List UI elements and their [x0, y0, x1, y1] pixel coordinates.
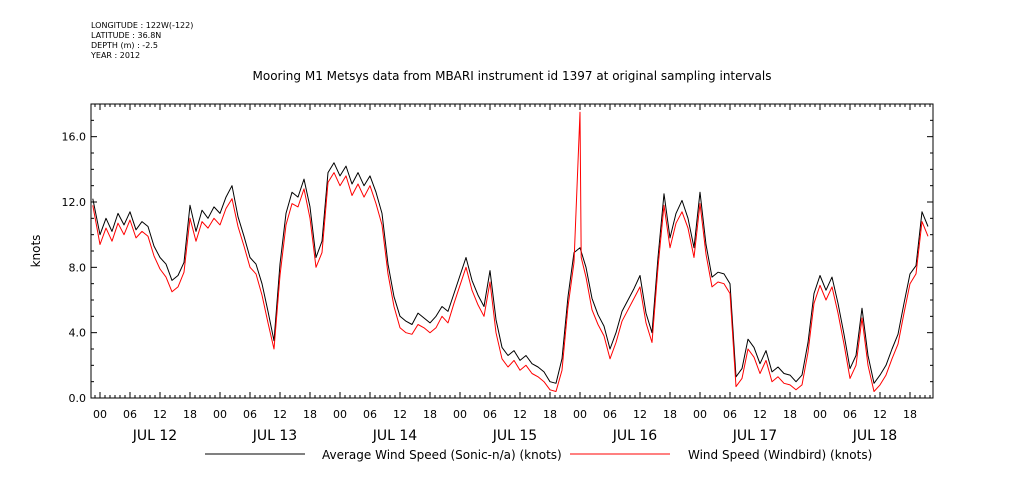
longitude-label: LONGITUDE : 122W(-122)	[91, 21, 194, 30]
y-tick-label: 16.0	[62, 131, 87, 144]
x-hour-label: 18	[543, 408, 557, 421]
x-hour-label: 06	[363, 408, 377, 421]
legend-label-0: Average Wind Speed (Sonic-n/a) (knots)	[322, 448, 562, 462]
y-tick-labels: 0.0 4.0 8.0 12.0 16.0	[62, 131, 87, 405]
x-hour-label: 12	[873, 408, 887, 421]
x-hour-label: 12	[513, 408, 527, 421]
x-hour-label: 12	[273, 408, 287, 421]
x-hour-label: 00	[93, 408, 107, 421]
legend-label-1: Wind Speed (Windbird) (knots)	[688, 448, 872, 462]
chart-title: Mooring M1 Metsys data from MBARI instru…	[253, 69, 772, 83]
x-hour-label: 18	[183, 408, 197, 421]
legend: Average Wind Speed (Sonic-n/a) (knots) Wi…	[205, 448, 872, 462]
series-line-1	[92, 111, 929, 392]
x-hour-label: 00	[693, 408, 707, 421]
metadata-block: LONGITUDE : 122W(-122) LATITUDE : 36.8N …	[91, 21, 193, 61]
y-tick-label: 0.0	[69, 392, 87, 405]
series-group	[92, 111, 929, 392]
year-label: YEAR : 2012	[91, 51, 141, 60]
x-hour-label: 06	[603, 408, 617, 421]
x-hour-label: 00	[213, 408, 227, 421]
x-day-label: JUL 12	[132, 428, 177, 444]
x-hour-label: 12	[393, 408, 407, 421]
axis-ticks	[91, 103, 933, 399]
series-line-0	[92, 162, 929, 384]
x-day-label: JUL 18	[852, 428, 897, 444]
x-day-label: JUL 16	[612, 428, 658, 444]
y-tick-label: 4.0	[69, 327, 87, 340]
x-hour-label: 18	[663, 408, 677, 421]
y-tick-label: 12.0	[62, 196, 87, 209]
latitude-label: LATITUDE : 36.8N	[91, 31, 162, 40]
x-hour-label: 06	[843, 408, 857, 421]
x-hour-label: 06	[243, 408, 257, 421]
x-hour-label: 00	[573, 408, 587, 421]
x-tick-labels: 00 06 12 18 JUL 12 00 06 12 18 JUL 13 00 06 12 18 JUL …	[93, 408, 917, 444]
x-day-label: JUL 15	[492, 428, 537, 444]
y-axis-label: knots	[29, 235, 43, 268]
x-hour-label: 12	[633, 408, 647, 421]
x-hour-label: 18	[423, 408, 437, 421]
y-tick-label: 8.0	[69, 261, 87, 274]
x-hour-label: 12	[153, 408, 167, 421]
x-hour-label: 06	[483, 408, 497, 421]
x-day-label: JUL 14	[372, 428, 418, 444]
depth-label: DEPTH (m) : -2.5	[91, 41, 158, 50]
x-hour-label: 18	[783, 408, 797, 421]
x-hour-label: 18	[903, 408, 917, 421]
x-hour-label: 00	[333, 408, 347, 421]
x-hour-label: 00	[453, 408, 467, 421]
x-hour-label: 06	[123, 408, 137, 421]
x-hour-label: 06	[723, 408, 737, 421]
x-day-label: JUL 17	[732, 428, 777, 444]
x-hour-label: 12	[753, 408, 767, 421]
x-hour-label: 00	[813, 408, 827, 421]
x-day-label: JUL 13	[252, 428, 297, 444]
plot-frame	[90, 103, 934, 399]
x-hour-label: 18	[303, 408, 317, 421]
